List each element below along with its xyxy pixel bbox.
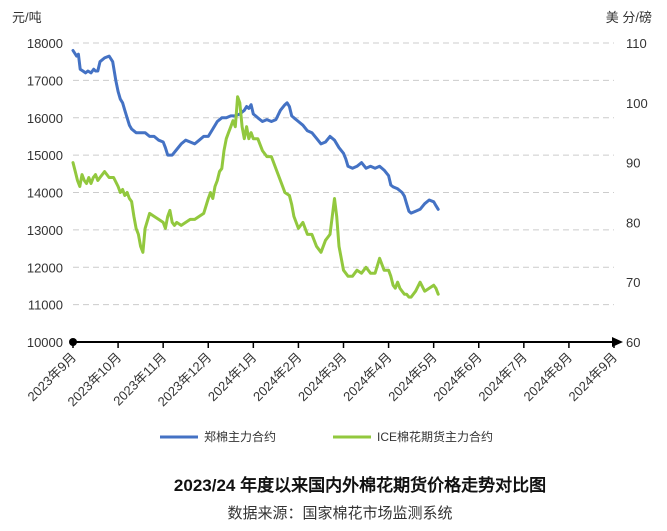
axes bbox=[69, 337, 623, 348]
left-tick-label: 18000 bbox=[27, 36, 63, 51]
series-lines bbox=[71, 49, 440, 299]
right-tick-label: 100 bbox=[626, 96, 648, 111]
right-tick-label: 90 bbox=[626, 156, 640, 171]
chart-source: 数据来源：国家棉花市场监测系统 bbox=[227, 505, 452, 522]
left-axis-unit: 元/吨 bbox=[12, 10, 42, 25]
left-tick-label: 15000 bbox=[27, 148, 63, 163]
right-tick-label: 60 bbox=[626, 335, 640, 350]
right-tick-label: 80 bbox=[626, 215, 640, 230]
legend-label-zce: 郑棉主力合约 bbox=[204, 429, 276, 444]
legend: 郑棉主力合约 ICE棉花期货主力合约 bbox=[160, 429, 493, 444]
chart-title: 2023/24 年度以来国内外棉花期货价格走势对比图 bbox=[174, 475, 546, 495]
right-tick-label: 110 bbox=[626, 36, 647, 51]
left-tick-label: 12000 bbox=[27, 260, 63, 275]
series-line-zce bbox=[71, 49, 440, 215]
left-tick-label: 11000 bbox=[28, 298, 63, 313]
left-tick-label: 16000 bbox=[27, 111, 63, 126]
right-tick-label: 70 bbox=[626, 275, 640, 290]
legend-label-ice: ICE棉花期货主力合约 bbox=[377, 429, 493, 444]
left-tick-label: 17000 bbox=[27, 73, 63, 88]
right-axis-unit: 美 分/磅 bbox=[606, 10, 652, 25]
left-tick-label: 13000 bbox=[27, 223, 63, 238]
x-tick-label: 2024年9月 bbox=[566, 350, 621, 405]
series-line-ice bbox=[71, 95, 440, 299]
left-tick-label: 10000 bbox=[27, 335, 63, 350]
left-tick-label: 14000 bbox=[27, 186, 63, 201]
